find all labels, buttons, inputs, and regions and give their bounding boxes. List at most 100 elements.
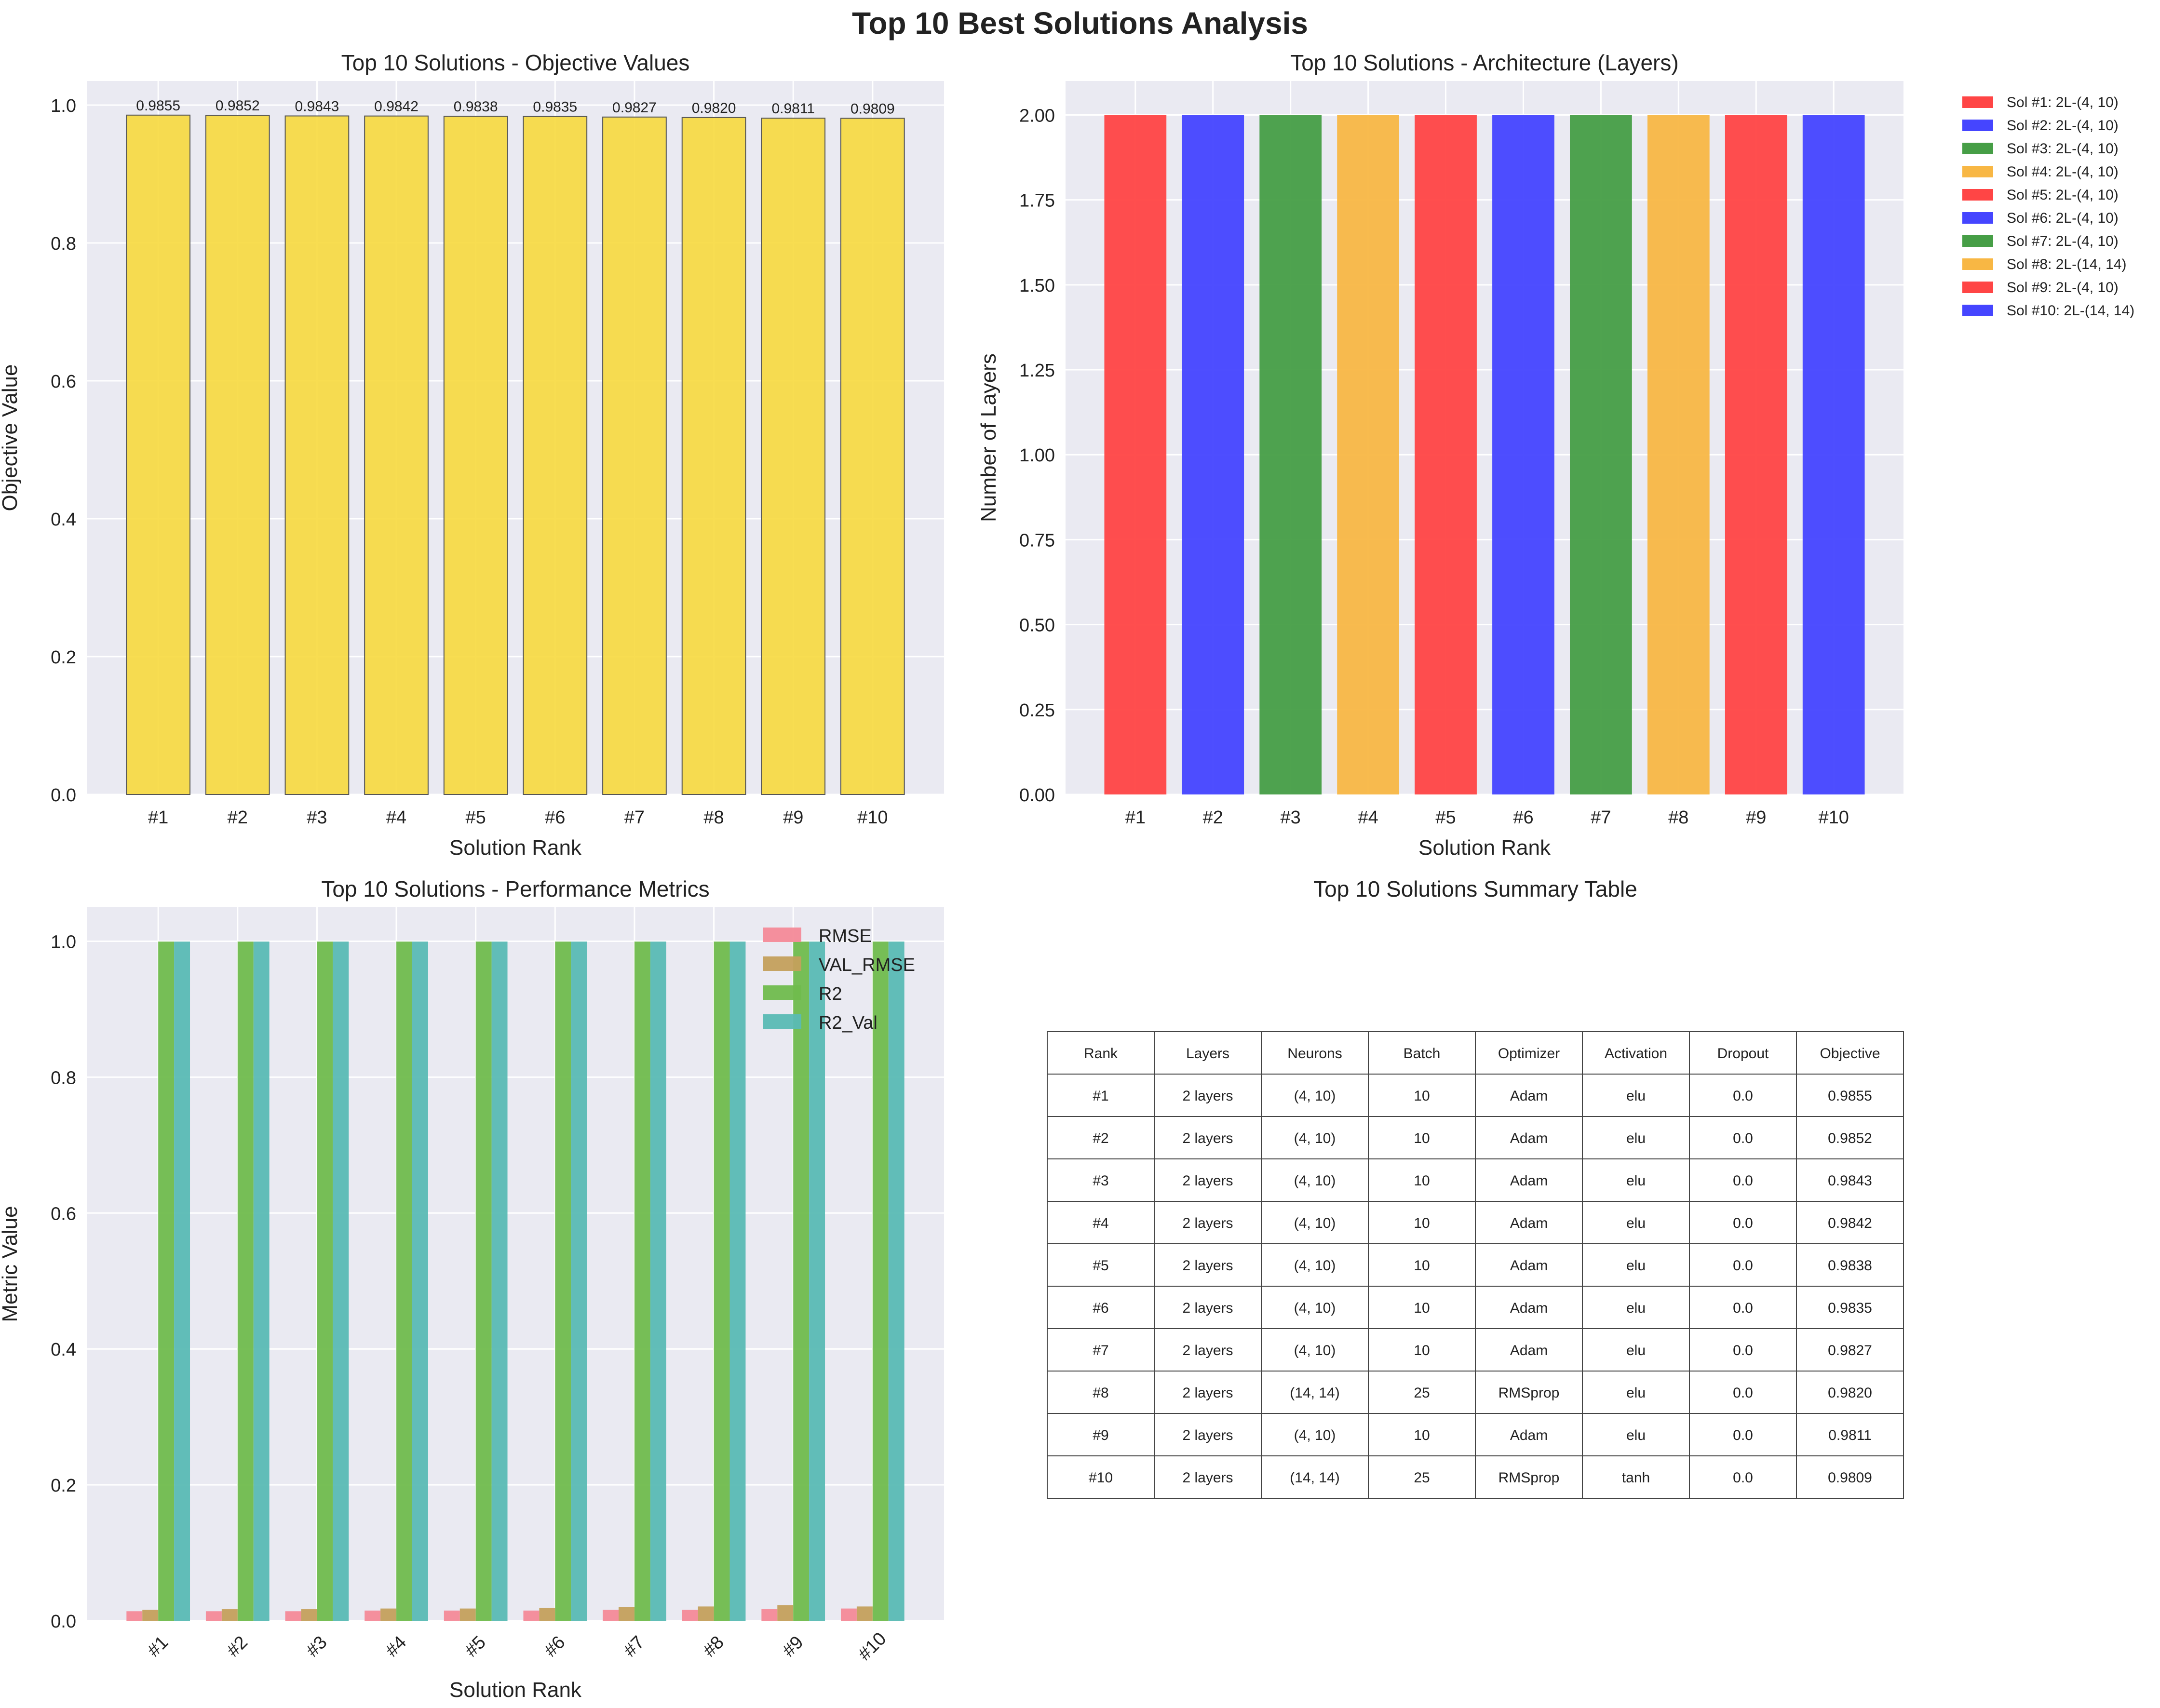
objective-data-label: 0.9842 (374, 99, 418, 115)
architecture-bar (1570, 115, 1632, 794)
table-header: Objective (1820, 1046, 1880, 1062)
table-cell (1154, 1031, 1262, 1075)
table-cell-text: #3 (1093, 1173, 1108, 1189)
table-cell (1154, 1371, 1262, 1414)
table-cell (1796, 1328, 1904, 1372)
table-cell-text: 0.0 (1733, 1088, 1753, 1104)
table-cell-text: 10 (1414, 1300, 1430, 1316)
table-cell-text: 0.0 (1733, 1130, 1753, 1146)
table-cell (1047, 1074, 1155, 1117)
metric-bar-rmse (840, 1608, 857, 1621)
table-cell (1154, 1201, 1262, 1244)
table-cell-text: 2 layers (1182, 1173, 1233, 1189)
table-cell (1047, 1243, 1155, 1287)
table-cell-text: 25 (1414, 1470, 1430, 1486)
objective-data-label: 0.9838 (454, 99, 498, 115)
table-cell (1261, 1201, 1369, 1244)
architecture-legend-swatch (1962, 96, 1993, 108)
table-cell-text: (4, 10) (1294, 1173, 1336, 1189)
table-header: Layers (1186, 1046, 1229, 1062)
table-cell-text: (4, 10) (1294, 1343, 1336, 1358)
table-cell-text: 2 layers (1182, 1343, 1233, 1358)
architecture-legend-swatch (1962, 166, 1993, 177)
architecture-xtick-label: #10 (1818, 807, 1849, 828)
table-cell-text: 10 (1414, 1215, 1430, 1231)
table-cell-text: 0.9820 (1828, 1385, 1872, 1401)
objective-data-label: 0.9835 (533, 99, 577, 115)
table-cell (1261, 1116, 1369, 1159)
architecture-ytick-label: 0.00 (1019, 785, 1055, 806)
metric-bar-rmse (523, 1610, 540, 1621)
objective-data-label: 0.9809 (850, 101, 895, 117)
metrics-legend-label: VAL_RMSE (819, 955, 915, 975)
table-cell-text: 10 (1414, 1173, 1430, 1189)
objective-xtick-label: #1 (148, 807, 168, 828)
table-cell (1047, 1371, 1155, 1414)
metric-bar-val_rmse (301, 1609, 317, 1621)
architecture-legend-label: Sol #2: 2L-(4, 10) (2007, 118, 2119, 134)
objective-bar (761, 118, 826, 795)
table-cell (1368, 1413, 1476, 1456)
metric-bar-r2_val (491, 941, 508, 1621)
architecture-ytick-label: 2.00 (1019, 106, 1055, 126)
panel-metrics: 0.0 0.2 0.4 0.6 0.8 1.0 Top 10 Solutions - Per… (0, 876, 944, 1702)
objective-bar (284, 115, 350, 795)
metric-bar-r2 (158, 941, 175, 1621)
metric-bar-r2 (317, 941, 333, 1621)
table-cell-text: tanh (1622, 1470, 1650, 1486)
table-cell (1689, 1413, 1797, 1456)
table-cell-text: (4, 10) (1294, 1130, 1336, 1146)
table-cell-text: 0.9827 (1828, 1343, 1872, 1358)
table-cell (1368, 1074, 1476, 1117)
metrics-ytick-label: 0.6 (51, 1204, 76, 1224)
architecture-ytick-label: 1.50 (1019, 276, 1055, 296)
objective-ytick-label: 0.8 (51, 234, 76, 254)
table-header: Rank (1084, 1046, 1118, 1062)
table-cell-text: Adam (1510, 1427, 1548, 1443)
table-cell (1582, 1074, 1690, 1117)
table-cell (1475, 1031, 1583, 1075)
table-cell (1475, 1158, 1583, 1202)
table-cell-text: 0.9843 (1828, 1173, 1872, 1189)
metric-bar-val_rmse (777, 1605, 794, 1621)
objective-xtick-label: #5 (466, 807, 486, 828)
architecture-xtick-label: #1 (1125, 807, 1146, 828)
metrics-title: Top 10 Solutions - Performance Metrics (321, 876, 709, 901)
table-cell-text: RMSprop (1498, 1385, 1560, 1401)
table-cell (1368, 1455, 1476, 1499)
table-cell-text: 2 layers (1182, 1385, 1233, 1401)
table-cell (1796, 1371, 1904, 1414)
metric-bar-val_rmse (380, 1608, 397, 1621)
table-cell-text: (4, 10) (1294, 1300, 1336, 1316)
table-cell (1475, 1328, 1583, 1372)
objective-ylabel: Objective Value (0, 364, 22, 511)
panel-architecture: 0.00 0.25 0.50 0.75 1.00 1.25 1.50 1.75 2.00 Top … (977, 50, 2134, 860)
table-cell-text: 2 layers (1182, 1300, 1233, 1316)
metric-bar-r2_val (650, 941, 666, 1621)
table-cell-text: (4, 10) (1294, 1088, 1336, 1104)
metric-bar-r2 (237, 941, 254, 1621)
table-cell (1261, 1455, 1369, 1499)
metrics-ytick-label: 0.8 (51, 1068, 76, 1088)
architecture-ylabel: Number of Layers (977, 353, 1000, 522)
table-cell (1689, 1455, 1797, 1499)
table-header: Neurons (1287, 1046, 1342, 1062)
table-cell-text: 0.0 (1733, 1385, 1753, 1401)
table-cell-text: 2 layers (1182, 1258, 1233, 1274)
metrics-legend-label: R2 (819, 984, 842, 1004)
objective-xtick-label: #4 (386, 807, 406, 828)
table-cell-text: (4, 10) (1294, 1215, 1336, 1231)
table-cell (1261, 1413, 1369, 1456)
table-cell-text: Adam (1510, 1300, 1548, 1316)
table-cell (1154, 1158, 1262, 1202)
table-cell (1368, 1158, 1476, 1202)
metric-bar-val_rmse (619, 1607, 634, 1621)
table-cell-text: (4, 10) (1294, 1427, 1336, 1443)
metrics-legend-swatch (763, 928, 801, 942)
architecture-bar (1802, 115, 1865, 794)
architecture-legend-swatch (1962, 305, 1993, 316)
table-cell-text: Adam (1510, 1258, 1548, 1274)
table-cell-text: elu (1626, 1385, 1646, 1401)
architecture-legend-label: Sol #3: 2L-(4, 10) (2007, 141, 2119, 157)
table-cell (1796, 1201, 1904, 1244)
